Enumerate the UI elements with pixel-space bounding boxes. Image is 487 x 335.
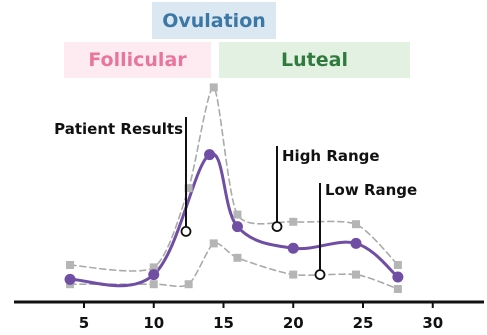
low-range-point-7	[393, 285, 402, 293]
patient-results-point-1	[148, 269, 160, 281]
x-tick-label-20: 20	[283, 314, 304, 332]
patient-results-callout-marker	[180, 225, 192, 237]
high-range-point-4	[233, 210, 242, 219]
low-range-line	[69, 242, 399, 290]
ovulation-phase-band: Ovulation	[152, 2, 276, 39]
ovulation-phase-label: Ovulation	[162, 9, 266, 32]
high-range-point-3	[209, 83, 218, 92]
patient-results-point-5	[350, 237, 362, 249]
high-range-point-2	[184, 184, 193, 193]
x-tick-label-15: 15	[213, 314, 234, 332]
low-range-point-3	[209, 239, 218, 248]
low-range-point-2	[184, 280, 193, 289]
high-range-callout-marker	[271, 221, 283, 233]
low-range-point-1	[149, 280, 158, 289]
callout-layer: Patient Results High Range Low Range	[54, 117, 417, 281]
low-range-point-4	[233, 253, 242, 262]
patient-results-point-2	[204, 149, 216, 161]
x-axis: 5 10 15 20 25 30	[14, 300, 484, 332]
patient-results-point-3	[231, 221, 243, 233]
low-range-point-5	[289, 270, 298, 279]
patient-results-point-4	[287, 242, 299, 254]
x-tick-label-5: 5	[79, 314, 89, 332]
patient-results-callout-label: Patient Results	[54, 120, 183, 138]
patient-results-line	[68, 152, 400, 288]
high-range-point-7	[393, 261, 402, 269]
follicular-phase-band: Follicular	[64, 42, 211, 78]
low-range-callout-marker	[314, 269, 326, 281]
x-tick-label-25: 25	[353, 314, 374, 332]
high-range-point-5	[289, 217, 298, 226]
high-range-point-6	[352, 220, 361, 229]
high-range-callout-label: High Range	[282, 147, 380, 165]
x-tick-label-30: 30	[422, 314, 443, 332]
x-tick-label-10: 10	[143, 314, 164, 332]
low-range-callout-label: Low Range	[325, 181, 417, 199]
high-range-point-1	[149, 263, 158, 272]
luteal-phase-label: Luteal	[281, 49, 348, 71]
low-range-point-6	[352, 270, 361, 279]
patient-results-point-0	[64, 273, 76, 285]
follicular-phase-label: Follicular	[88, 49, 187, 71]
high-range-point-0	[66, 261, 75, 269]
patient-results-point-6	[392, 271, 404, 283]
marker-layer	[64, 83, 404, 293]
luteal-phase-band: Luteal	[219, 42, 410, 78]
